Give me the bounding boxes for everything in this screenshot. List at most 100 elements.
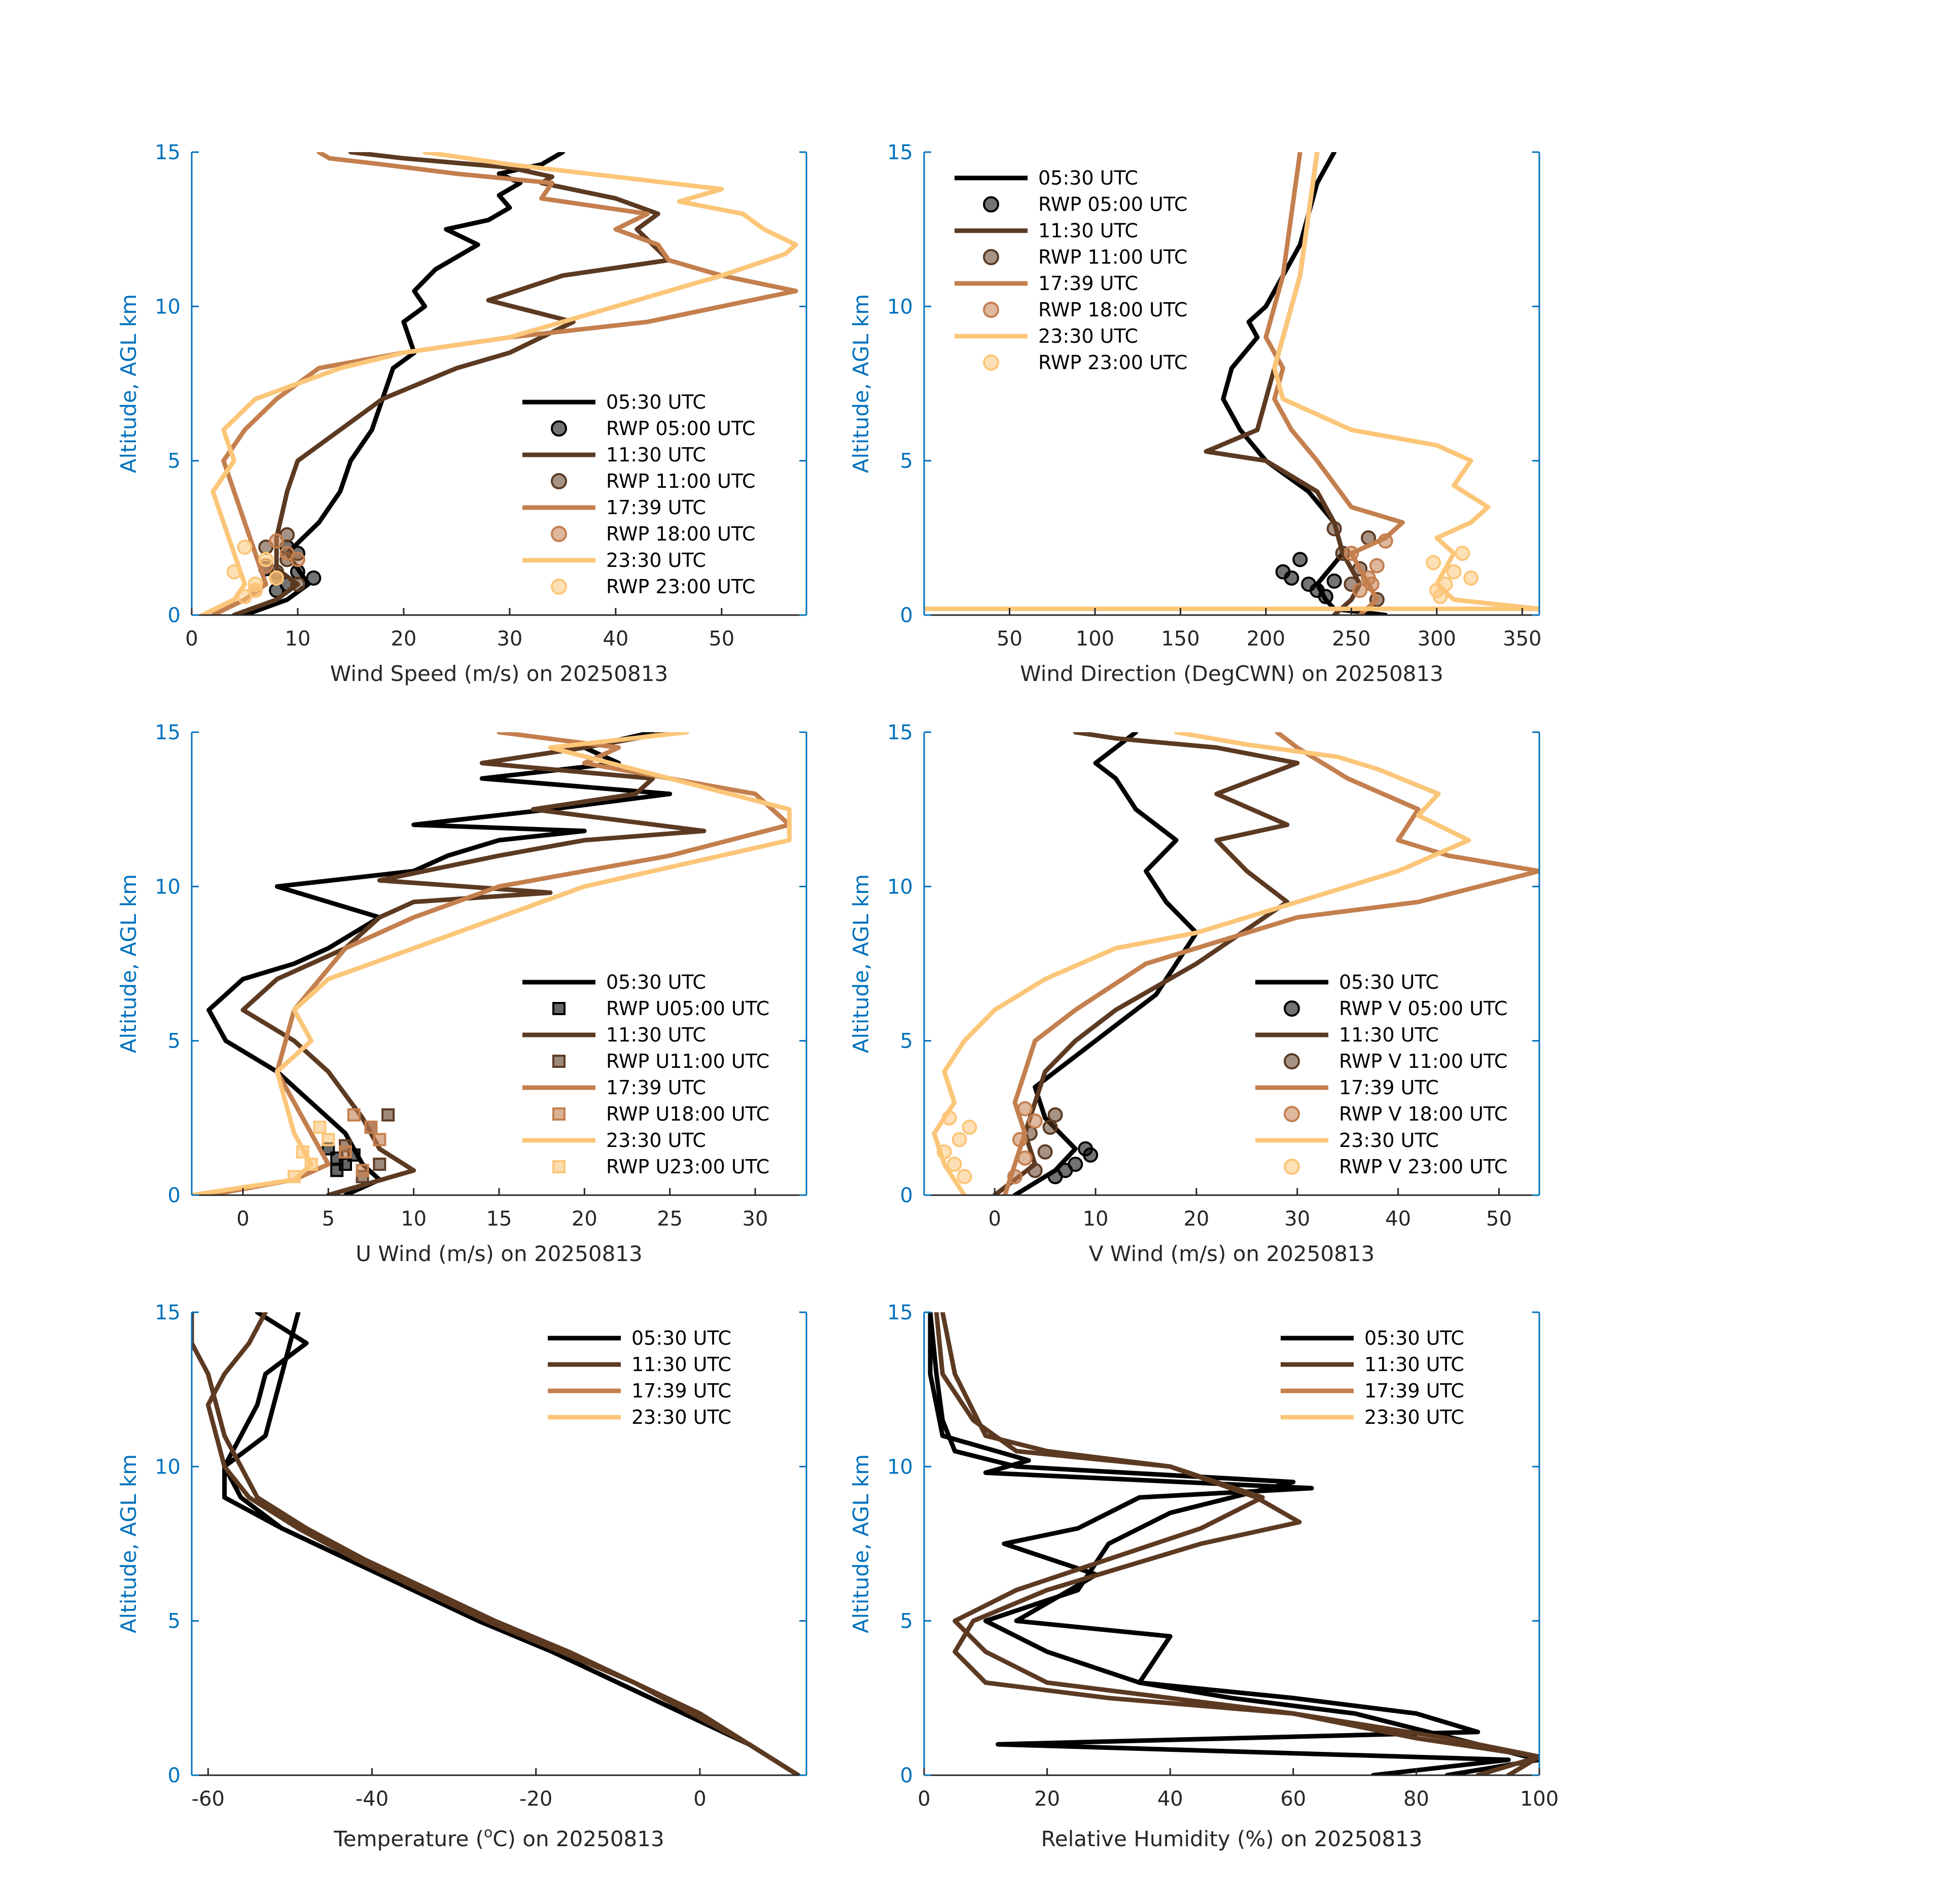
- legend-label-1: 05:30 UTC: [1339, 971, 1439, 993]
- legend-marker-6: [1284, 1106, 1300, 1122]
- data-marker-4-2: [373, 1158, 386, 1171]
- legend-label-5: 17:39 UTC: [606, 496, 706, 519]
- x-tick-label-1: 0: [988, 1207, 1001, 1231]
- data-marker-6-1: [1352, 583, 1368, 598]
- legend-label-1: 05:30 UTC: [1038, 167, 1138, 189]
- data-marker-6-3: [1369, 558, 1385, 573]
- y-tick-label-3: 10: [887, 1455, 913, 1479]
- data-marker-6-2: [339, 1145, 352, 1159]
- legend-label-2: 11:30 UTC: [1364, 1353, 1464, 1376]
- data-marker-6-6: [290, 552, 305, 567]
- series-line-4: [192, 1312, 801, 1775]
- legend-label-4: 23:30 UTC: [1364, 1406, 1464, 1428]
- data-marker-2-6: [1292, 552, 1308, 567]
- x-tick-label-5: 40: [603, 627, 628, 651]
- legend: 05:30 UTC RWP 05:00 UTC 11:30 UTC RWP 11:00…: [955, 167, 1187, 374]
- legend-marker-4: [1284, 1053, 1300, 1069]
- legend-label-3: 11:30 UTC: [1038, 220, 1138, 242]
- data-marker-8-5: [962, 1120, 977, 1135]
- series-line-7: [932, 732, 1471, 1195]
- legend-marker-4: [983, 249, 999, 265]
- chart-panel-1: 0 10 20 30 40 50 0 5 10 15 Wind Speed (m/s) on 202…: [116, 141, 807, 686]
- x-tick-label-1: 0: [185, 627, 198, 651]
- x-tick-label-5: 80: [1403, 1787, 1429, 1811]
- legend-label-1: 05:30 UTC: [606, 971, 706, 993]
- y-tick-label-1: 0: [900, 604, 913, 627]
- data-marker-8-6: [248, 583, 263, 598]
- y-tick-label-2: 5: [168, 1610, 181, 1633]
- legend-label-8: RWP 23:00 UTC: [606, 576, 755, 598]
- data-marker-8-3: [936, 1144, 952, 1160]
- y-tick-label-2: 5: [900, 450, 913, 473]
- data-marker-4-1: [290, 577, 305, 592]
- data-marker-8-4: [258, 552, 274, 567]
- data-marker-2-4: [330, 1164, 344, 1177]
- x-tick-label-3: -20: [519, 1787, 552, 1811]
- x-tick-label-3: 20: [391, 627, 416, 651]
- x-axis-label: Wind Speed (m/s) on 20250813: [330, 661, 668, 686]
- legend-label-4: RWP U11:00 UTC: [606, 1050, 769, 1072]
- y-tick-label-4: 15: [155, 141, 181, 164]
- data-marker-2-5: [1318, 589, 1333, 604]
- data-marker-2-2: [290, 564, 305, 580]
- plot-area: [924, 152, 1539, 615]
- data-marker-6-3: [1012, 1132, 1028, 1147]
- y-tick-label-4: 15: [887, 141, 913, 164]
- x-axis-label: U Wind (m/s) on 20250813: [356, 1241, 643, 1266]
- y-tick-label-3: 10: [887, 295, 913, 318]
- x-tick-label-1: 0: [918, 1787, 930, 1811]
- y-tick-label-2: 5: [168, 1030, 181, 1053]
- x-tick-label-4: 60: [1280, 1787, 1306, 1811]
- data-marker-6-5: [1378, 533, 1393, 549]
- data-marker-6-4: [269, 533, 285, 549]
- legend-label-5: 17:39 UTC: [1038, 272, 1138, 295]
- x-axis-label: Wind Direction (DegCWN) on 20250813: [1020, 661, 1443, 686]
- y-tick-label-1: 0: [168, 1184, 181, 1207]
- y-axis-label: Altitude, AGL km: [849, 874, 873, 1053]
- legend-label-2: RWP 05:00 UTC: [606, 417, 755, 440]
- chart-panel-6: 0 20 40 60 80 100 0 5 10 15 Relative Humidity (%) …: [849, 1301, 1559, 1851]
- legend-marker-8: [1284, 1159, 1300, 1175]
- data-marker-2-5: [1047, 1169, 1063, 1184]
- legend-label-5: 17:39 UTC: [1339, 1076, 1439, 1099]
- x-tick-label-2: 20: [1034, 1787, 1060, 1811]
- legend-label-4: 23:30 UTC: [631, 1406, 731, 1428]
- x-tick-label-7: 30: [743, 1207, 768, 1231]
- legend-label-8: RWP 23:00 UTC: [1038, 351, 1187, 374]
- x-tick-label-5: 40: [1385, 1207, 1411, 1231]
- data-marker-8-6: [941, 1110, 957, 1126]
- x-tick-label-3: 20: [1183, 1207, 1209, 1231]
- chart-panel-2: 50 100 150 200 250 300 350 0 5 10 15 Wind Direction…: [849, 141, 1541, 686]
- x-tick-label-1: 0: [236, 1207, 249, 1231]
- data-marker-6-3: [373, 1133, 386, 1146]
- y-tick-label-4: 15: [155, 721, 181, 744]
- y-tick-label-1: 0: [168, 1764, 181, 1787]
- x-tick-label-3: 40: [1157, 1787, 1183, 1811]
- y-axis-label: Altitude, AGL km: [116, 1454, 141, 1633]
- legend-label-7: 23:30 UTC: [606, 549, 706, 571]
- y-axis-label: Altitude, AGL km: [849, 1454, 873, 1633]
- data-marker-8-5: [313, 1121, 327, 1134]
- series-line-4: [934, 1312, 1539, 1775]
- legend-marker-4: [551, 473, 567, 489]
- y-tick-label-4: 15: [887, 721, 913, 744]
- legend-marker-8: [983, 354, 999, 371]
- x-axis-label: V Wind (m/s) on 20250813: [1089, 1241, 1375, 1266]
- data-marker-8-7: [269, 570, 285, 586]
- legend-label-2: RWP V 05:00 UTC: [1339, 997, 1507, 1020]
- y-tick-label-3: 10: [155, 295, 181, 318]
- data-marker-8-4: [951, 1132, 967, 1147]
- legend-label-3: 17:39 UTC: [631, 1380, 731, 1402]
- legend-label-6: RWP 18:00 UTC: [606, 523, 755, 545]
- plot-area: [192, 732, 792, 1195]
- y-tick-label-2: 5: [900, 1610, 913, 1633]
- legend-label-2: 11:30 UTC: [631, 1353, 731, 1376]
- data-marker-6-5: [1017, 1101, 1033, 1117]
- x-tick-label-6: 300: [1418, 627, 1456, 651]
- legend-label-6: RWP V 18:00 UTC: [1339, 1103, 1507, 1125]
- legend-marker-2: [551, 420, 567, 437]
- chart-panel-4: 0 10 20 30 40 50 0 5 10 15 V Wind (m/s) on 2025081…: [849, 721, 1540, 1266]
- data-marker-8-1: [288, 1170, 301, 1183]
- legend-label-4: RWP 11:00 UTC: [1038, 246, 1187, 268]
- data-marker-4-4: [1047, 1107, 1063, 1123]
